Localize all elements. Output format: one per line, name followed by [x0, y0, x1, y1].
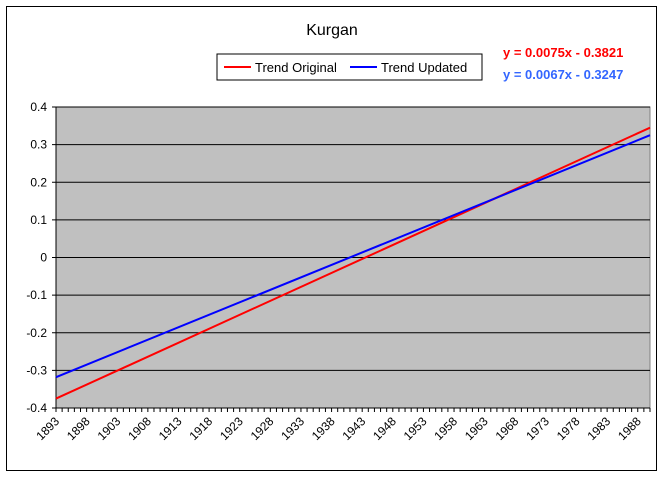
y-tick-label: 0	[40, 251, 47, 265]
y-tick-label: 0.1	[30, 213, 47, 227]
x-tick-label: 1913	[156, 414, 185, 443]
x-tick-label: 1958	[431, 414, 460, 443]
x-tick-label: 1948	[370, 414, 399, 443]
y-tick-label: -0.3	[26, 363, 47, 377]
chart-title: Kurgan	[306, 22, 358, 39]
y-tick-label: -0.1	[26, 288, 47, 302]
y-axis: -0.4 -0.3 -0.2 -0.1 0 0.1 0.2 0.3 0.4	[26, 100, 650, 415]
gridlines	[56, 106, 650, 409]
y-tick-label: -0.4	[26, 401, 47, 415]
legend-box	[216, 53, 483, 81]
x-tick-label: 1933	[278, 414, 307, 443]
x-tick-label: 1908	[125, 414, 154, 443]
legend-label-trend-original: Trend Original	[255, 60, 337, 75]
x-tick-label: 1983	[584, 414, 613, 443]
y-tick-label: 0.4	[30, 100, 47, 114]
y-tick-label: -0.2	[26, 326, 47, 340]
x-tick-label: 1953	[401, 414, 430, 443]
x-tick-label: 1963	[462, 414, 491, 443]
x-tick-label: 1968	[493, 414, 522, 443]
legend-label-trend-updated: Trend Updated	[381, 60, 467, 75]
y-tick-label: 0.3	[30, 138, 47, 152]
x-tick-label: 1988	[615, 414, 644, 443]
legend: Trend Original Trend Updated	[216, 53, 483, 81]
equation-updated: y = 0.0067x - 0.3247	[503, 67, 623, 82]
x-tick-label: 1923	[217, 414, 246, 443]
x-tick-label: 1978	[554, 414, 583, 443]
x-tick-label: 1943	[340, 414, 369, 443]
series-line-trend-updated	[55, 134, 651, 379]
x-tick-label: 1973	[523, 414, 552, 443]
y-tick-label: 0.2	[30, 175, 47, 189]
x-tick-label: 1918	[186, 414, 215, 443]
x-tick-label: 1898	[64, 414, 93, 443]
x-axis: 1893 1898 1903 1908 1913 1918 1923 1928 1933 1938…	[33, 408, 651, 443]
x-tick-label: 1903	[95, 414, 124, 443]
x-tick-label: 1938	[309, 414, 338, 443]
x-tick-label: 1893	[33, 414, 62, 443]
equation-original: y = 0.0075x - 0.3821	[503, 45, 623, 60]
x-tick-label: 1928	[248, 414, 277, 443]
series-lines	[55, 126, 651, 400]
series-line-trend-original	[55, 126, 651, 400]
